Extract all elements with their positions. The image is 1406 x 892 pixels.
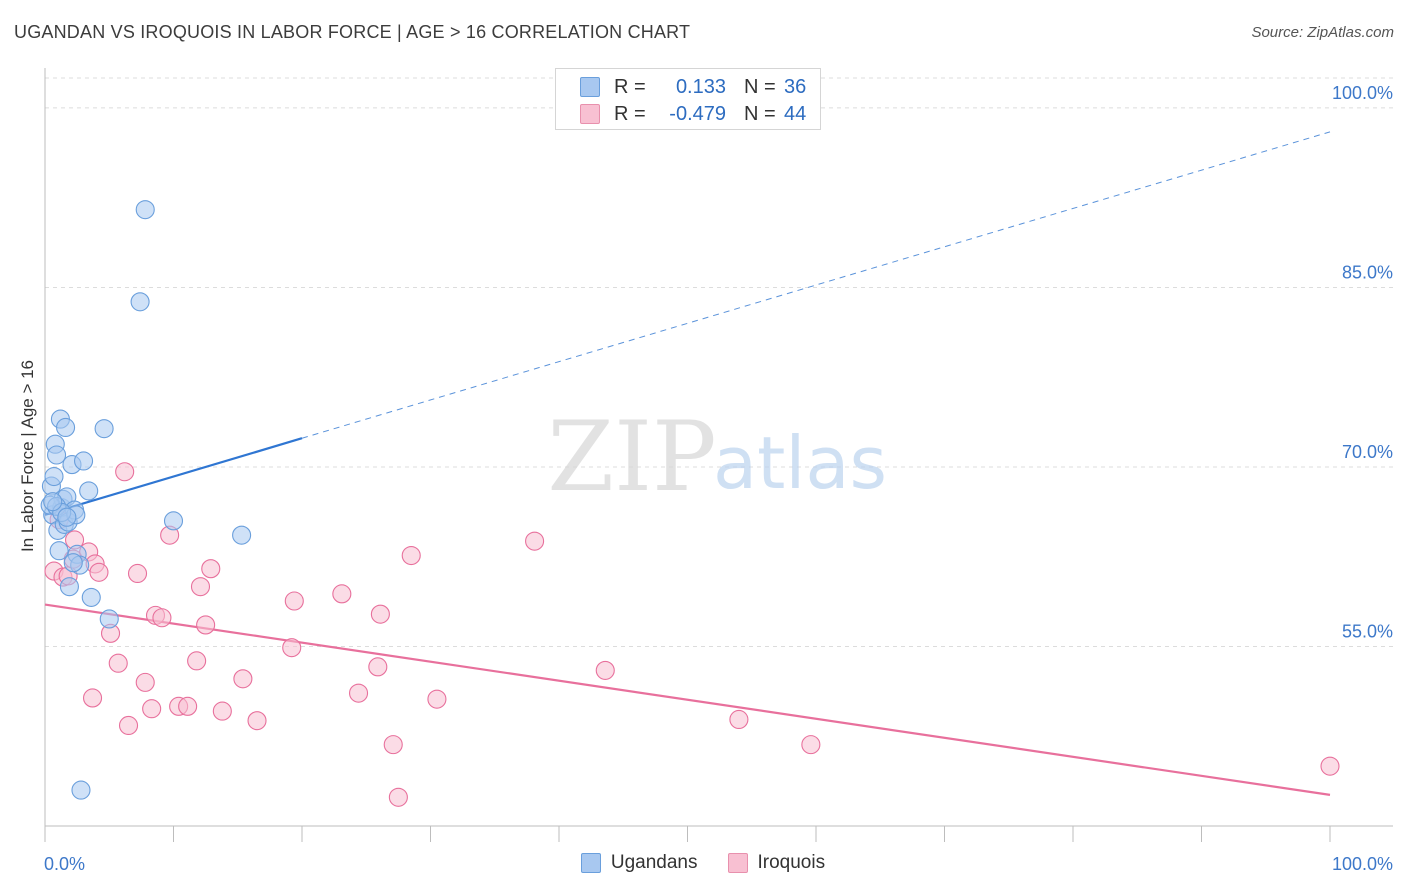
trend-extension-ugandans [301,131,1331,439]
trend-line-iroquois [44,603,1331,796]
trend-lines [44,131,1331,796]
point-ugandans [135,200,155,220]
point-iroquois [348,683,369,703]
point-ugandans [57,507,77,527]
legend-n-value: 44 [784,102,807,125]
series-legend-ugandans[interactable]: Ugandans [580,852,698,874]
point-iroquois [89,562,109,582]
y-tick-label: 70.0% [1342,442,1393,462]
legend-r-label: R = [614,75,646,98]
legend-r-value: -0.479 [669,102,726,125]
point-iroquois [201,559,221,579]
point-iroquois [388,787,408,807]
series-swatch-ugandans [580,853,601,873]
point-ugandans [130,292,150,312]
legend-n-label: N = [744,102,776,125]
point-ugandans [63,553,83,573]
series-legend-iroquois[interactable]: Iroquois [727,852,826,874]
watermark-atlas: atlas [713,421,887,505]
point-iroquois [196,615,216,635]
point-iroquois [427,689,447,709]
point-iroquois [595,660,615,680]
point-ugandans [43,492,63,512]
point-iroquois [801,735,821,755]
point-iroquois [135,672,155,692]
point-iroquois [187,651,207,671]
point-iroquois [332,584,352,604]
point-ugandans [71,780,91,800]
trend-line-ugandans [44,437,303,516]
watermark: ZIP atlas [547,401,887,513]
legend-row-iroquois: R = -0.479 N = 44 [580,100,806,128]
y-tick-label: 85.0% [1342,262,1393,282]
point-ugandans [49,541,69,561]
point-iroquois [284,591,304,611]
point-iroquois [190,577,211,597]
point-iroquois [525,531,545,551]
series-label-ugandans: Ugandans [610,852,698,873]
legend-r-value: 0.133 [675,75,726,98]
point-iroquois [247,711,267,731]
point-iroquois [115,462,135,482]
point-iroquois [401,545,421,566]
legend-r-label: R = [614,102,646,125]
x-tick-label-min: 0.0% [44,854,85,874]
point-iroquois [127,563,148,584]
point-ugandans [44,466,64,487]
series-swatch-iroquois [727,853,748,873]
legend-row-ugandans: R = 0.133 N = 36 [580,73,806,101]
point-iroquois [282,638,302,658]
point-iroquois [108,653,128,673]
grid-lines [45,77,1393,647]
tick-labels: 55.0% 70.0% 85.0% 100.0% 0.0% 100.0% [44,83,1393,874]
series-label-iroquois: Iroquois [757,852,826,873]
legend-n-value: 36 [784,75,807,98]
point-iroquois [152,608,172,628]
point-iroquois [82,688,103,708]
point-ugandans [81,587,101,607]
point-ugandans [232,525,252,545]
y-tick-label: 55.0% [1342,621,1393,641]
axes [44,68,1393,842]
point-ugandans [94,419,114,439]
point-iroquois [142,699,162,719]
legend-swatch-iroquois [580,104,600,124]
source-credit: Source: ZipAtlas.com [1251,24,1394,41]
stats-legend: R = 0.133 N = 36 R = -0.479 N = 44 [555,68,821,130]
point-iroquois [233,669,253,689]
point-ugandans [47,445,67,465]
point-iroquois [383,735,403,755]
point-ugandans [74,451,94,471]
point-iroquois [368,657,388,677]
point-iroquois [212,701,232,721]
point-iroquois [178,696,198,716]
point-ugandans [59,577,79,597]
point-ugandans [163,511,184,531]
legend-n-label: N = [744,75,776,98]
point-iroquois [1320,756,1340,776]
point-iroquois [118,715,139,736]
legend-swatch-ugandans [580,77,600,97]
watermark-zip: ZIP [547,401,716,513]
chart-title: UGANDAN VS IROQUOIS IN LABOR FORCE | AGE… [14,22,691,42]
y-tick-label: 100.0% [1332,83,1393,103]
point-ugandans [56,417,76,438]
point-iroquois [370,604,390,624]
point-iroquois [729,709,749,730]
point-ugandans [99,609,119,629]
point-ugandans [79,481,99,501]
x-tick-label-max: 100.0% [1332,854,1393,874]
series-legend: Ugandans Iroquois [0,852,1406,874]
data-points [40,200,1340,807]
